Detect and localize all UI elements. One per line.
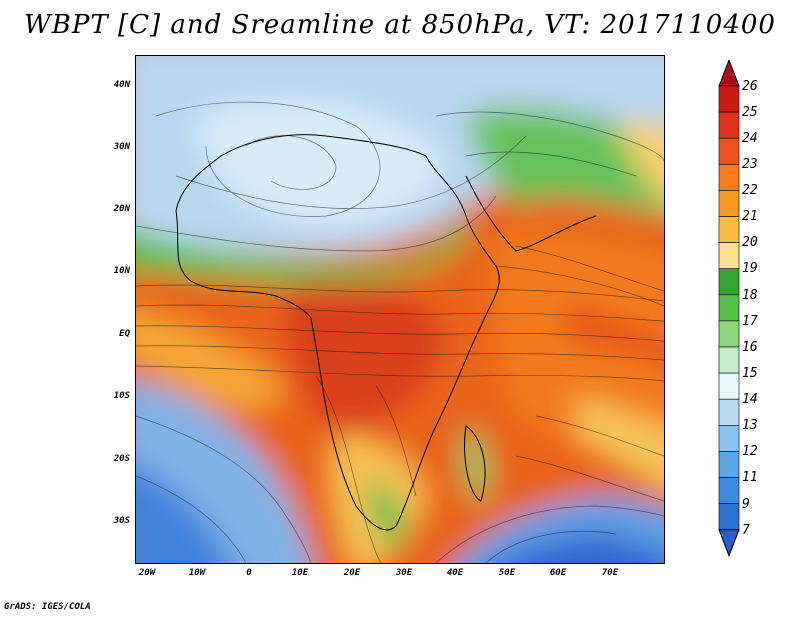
- colorbar-bottom-arrow: [718, 529, 740, 558]
- colorbar-segment: [718, 242, 740, 270]
- colorbar-segment: [718, 85, 740, 113]
- colorbar-segment: [718, 137, 740, 165]
- lat-tick: 20S: [113, 454, 130, 464]
- chart-title: WBPT [C] and Sreamline at 850hPa, VT: 20…: [24, 10, 776, 40]
- colorbar-segment: [718, 424, 740, 452]
- colorbar-segment: [718, 503, 740, 531]
- colorbar-segment: [718, 346, 740, 374]
- colorbar-label: 17: [742, 314, 758, 329]
- lon-tick: 20W: [138, 568, 156, 578]
- lon-tick: 50E: [498, 568, 516, 578]
- colorbar-segment: [718, 451, 740, 478]
- colorbar-segment: [718, 294, 740, 322]
- colorbar-label: 9: [742, 497, 750, 512]
- lat-tick: 10N: [113, 266, 130, 276]
- colorbar: [718, 60, 740, 558]
- colorbar-segment: [718, 477, 740, 504]
- colorbar-label: 19: [742, 261, 758, 276]
- lon-tick: 60E: [549, 568, 567, 578]
- colorbar-label: 20: [742, 235, 758, 250]
- colorbar-label: 15: [742, 366, 758, 381]
- colorbar-label: 22: [742, 183, 758, 198]
- lon-tick: 30E: [395, 568, 413, 578]
- lat-tick: 20N: [113, 204, 130, 214]
- colorbar-label: 12: [742, 444, 758, 459]
- lon-tick: 10E: [291, 568, 309, 578]
- colorbar-segment: [718, 320, 740, 348]
- colorbar-label: 16: [742, 340, 758, 355]
- colorbar-segment: [718, 111, 740, 139]
- colorbar-label: 25: [742, 105, 758, 120]
- colorbar-segment: [718, 190, 740, 217]
- colorbar-segment: [718, 398, 740, 426]
- lat-tick: 40N: [113, 80, 130, 90]
- colorbar-segment: [718, 164, 740, 191]
- map-panel: [135, 55, 665, 564]
- lon-tick: 20E: [343, 568, 361, 578]
- colorbar-label: 14: [742, 392, 758, 407]
- lon-tick: 40E: [446, 568, 464, 578]
- wbpt-field: [136, 56, 664, 563]
- colorbar-segment: [718, 268, 740, 296]
- colorbar-label: 23: [742, 157, 758, 172]
- grads-credit: GrADS: IGES/COLA: [4, 602, 91, 612]
- lon-tick: 70E: [601, 568, 619, 578]
- lon-tick: 10W: [188, 568, 206, 578]
- colorbar-label: 18: [742, 288, 758, 303]
- colorbar-top-arrow: [718, 60, 740, 87]
- lat-tick: EQ: [119, 329, 130, 339]
- colorbar-label: 13: [742, 418, 758, 433]
- lon-tick: 0: [246, 568, 252, 578]
- lat-tick: 30N: [113, 142, 130, 152]
- lat-tick: 30S: [113, 516, 130, 526]
- colorbar-label: 11: [742, 470, 758, 485]
- colorbar-segment: [718, 216, 740, 243]
- colorbar-label: 26: [742, 79, 758, 94]
- colorbar-label: 24: [742, 131, 758, 146]
- colorbar-segment: [718, 372, 740, 400]
- colorbar-label: 21: [742, 209, 758, 224]
- lat-tick: 10S: [113, 391, 130, 401]
- colorbar-label: 7: [742, 523, 750, 538]
